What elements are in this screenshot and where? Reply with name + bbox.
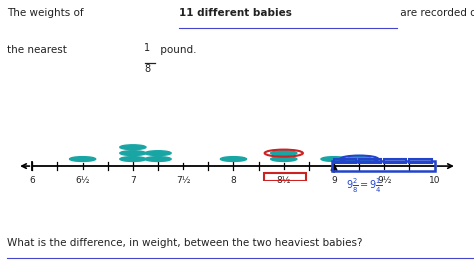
Circle shape	[120, 157, 146, 161]
Circle shape	[70, 157, 96, 161]
Text: The weights of: The weights of	[7, 8, 87, 18]
Text: the nearest: the nearest	[7, 45, 70, 55]
Circle shape	[120, 145, 146, 149]
Text: What is the difference, in weight, between the two heaviest babies?: What is the difference, in weight, betwe…	[7, 238, 363, 248]
Text: 10: 10	[429, 176, 440, 185]
Circle shape	[220, 157, 246, 161]
Circle shape	[271, 157, 297, 161]
Circle shape	[271, 151, 297, 156]
Bar	[384, 159, 407, 163]
Circle shape	[120, 151, 146, 156]
Text: 7: 7	[130, 176, 136, 185]
Text: pound.: pound.	[157, 45, 196, 55]
Bar	[264, 173, 306, 181]
Text: are recorded on the line plot below. Each weight was rounded to: are recorded on the line plot below. Eac…	[397, 8, 474, 18]
Text: 8: 8	[144, 64, 150, 74]
Circle shape	[346, 157, 372, 161]
Bar	[359, 159, 381, 163]
Text: 8½: 8½	[276, 176, 291, 185]
Text: 9: 9	[331, 176, 337, 185]
Text: $9\frac{2}{8} = 9\frac{1}{4}$: $9\frac{2}{8} = 9\frac{1}{4}$	[346, 177, 383, 196]
Text: 11 different babies: 11 different babies	[179, 8, 292, 18]
Circle shape	[145, 151, 171, 156]
Text: 7½: 7½	[176, 176, 191, 185]
Text: 6½: 6½	[75, 176, 90, 185]
Text: 1: 1	[144, 43, 150, 53]
Bar	[334, 159, 356, 163]
Circle shape	[321, 157, 347, 161]
Text: 9½: 9½	[377, 176, 392, 185]
Text: 6: 6	[29, 176, 35, 185]
Circle shape	[145, 157, 171, 161]
Bar	[410, 159, 432, 163]
Text: 8: 8	[231, 176, 237, 185]
Bar	[332, 161, 435, 171]
